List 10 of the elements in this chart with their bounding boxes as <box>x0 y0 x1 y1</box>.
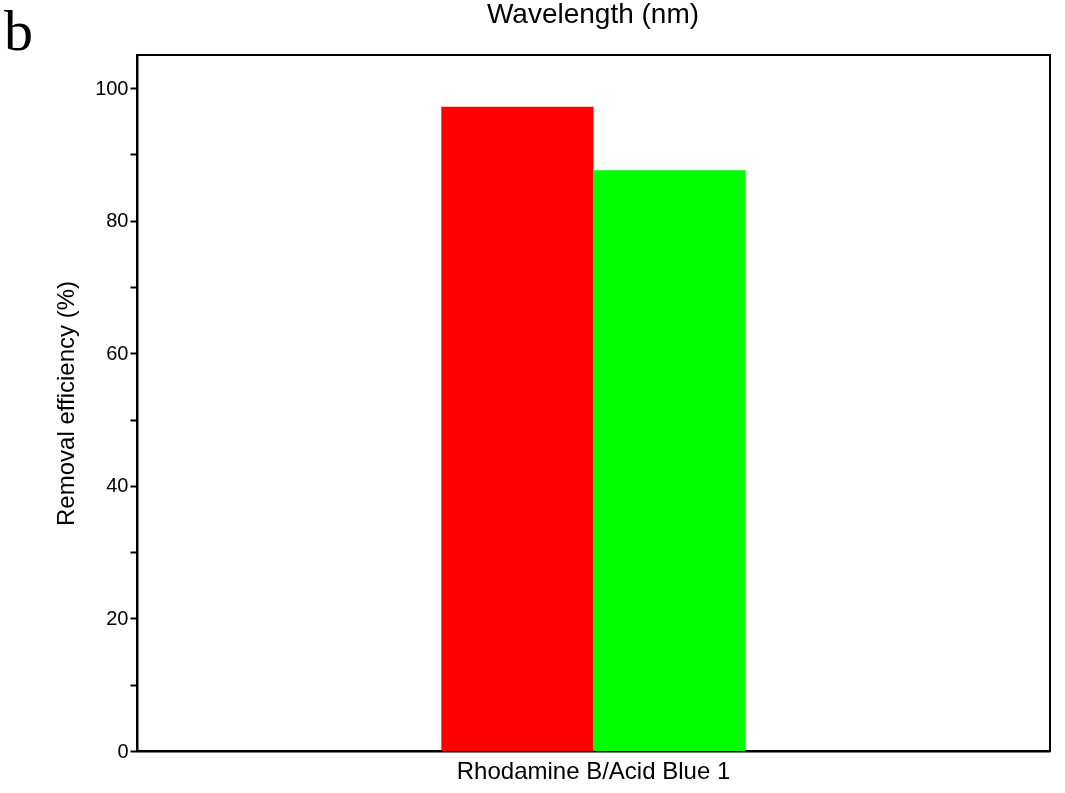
y-tick-label: 0 <box>117 739 129 762</box>
y-tick-label: 40 <box>106 474 129 497</box>
y-tick-label: 100 <box>95 76 129 99</box>
text: b <box>4 0 33 63</box>
y-tick-label: 80 <box>106 209 129 232</box>
text: Wavelength (nm) <box>486 0 700 30</box>
x-tick-label: Rhodamine B/Acid Blue 1 <box>456 756 731 784</box>
y-tick-label: 60 <box>106 341 129 364</box>
y-axis-title: Removal efficiency (%) <box>52 281 80 526</box>
y-tick-label: 20 <box>106 606 129 629</box>
